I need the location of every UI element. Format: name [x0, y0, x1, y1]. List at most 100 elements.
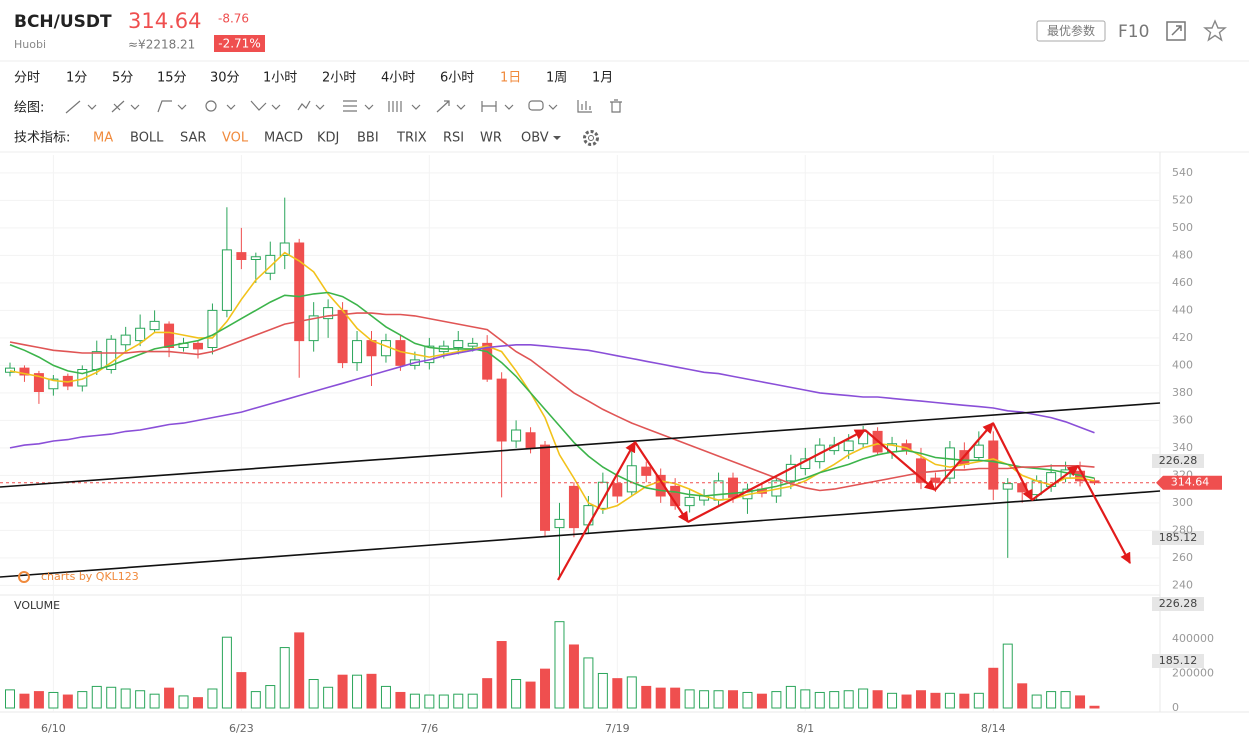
- volume-bar: [366, 673, 377, 709]
- volume-bar: [944, 692, 955, 709]
- volume-bar: [641, 685, 652, 709]
- side-badge: [1152, 597, 1204, 611]
- timeframe-tab[interactable]: 5分: [112, 71, 133, 86]
- volume-bar: [453, 693, 464, 709]
- ma-line: [9, 312, 1095, 492]
- timeframe-tab[interactable]: 6小时: [440, 71, 474, 86]
- timeframe-tab[interactable]: 1周: [546, 71, 567, 86]
- timeframe-tab[interactable]: 15分: [157, 71, 187, 86]
- volume-tick-label: 0: [1172, 701, 1179, 714]
- candle-body: [525, 432, 536, 449]
- indicator-tab[interactable]: RSI: [443, 131, 464, 146]
- candle-body: [279, 242, 290, 256]
- y-tick-label: 260: [1172, 551, 1193, 564]
- volume-bar: [887, 692, 898, 709]
- candle-body: [135, 327, 146, 342]
- indicator-tab[interactable]: MA: [93, 131, 113, 146]
- last-price-badge: [1156, 475, 1222, 490]
- volume-bar: [626, 676, 637, 709]
- timeframe-tab[interactable]: 1分: [66, 71, 87, 86]
- y-tick-label: 360: [1172, 413, 1193, 426]
- volume-bar: [337, 674, 348, 709]
- best-params-button[interactable]: [1036, 20, 1106, 42]
- ma-line: [9, 291, 1095, 497]
- volume-bar: [756, 693, 767, 709]
- candle-body: [482, 342, 493, 380]
- indicator-tab[interactable]: WR: [480, 131, 502, 146]
- candle-body: [207, 309, 218, 348]
- candle-body: [380, 340, 391, 357]
- symbol: BCH/USDT: [14, 12, 112, 32]
- y-tick-label: 520: [1172, 193, 1193, 206]
- volume-bar: [988, 667, 999, 709]
- more-dropdown[interactable]: [553, 136, 561, 140]
- candle-body: [453, 340, 464, 348]
- volume-bar: [120, 688, 131, 709]
- candle-body: [337, 309, 348, 364]
- indicator-tab[interactable]: BOLL: [130, 131, 164, 146]
- indicator-tab[interactable]: VOL: [222, 131, 249, 146]
- f10-button[interactable]: F10: [1118, 22, 1149, 42]
- volume-bar: [380, 685, 391, 709]
- volume-tick-label: 200000: [1172, 666, 1214, 679]
- volume-bar: [192, 697, 203, 709]
- volume-bar: [19, 693, 30, 709]
- indicator-tab[interactable]: MACD: [264, 131, 303, 146]
- volume-bar: [106, 686, 117, 709]
- volume-bar: [395, 691, 406, 709]
- indicator-tab[interactable]: KDJ: [317, 131, 339, 146]
- timeframe-tab[interactable]: 4小时: [381, 71, 415, 86]
- side-badge: [1152, 654, 1204, 668]
- volume-bar: [684, 689, 695, 709]
- volume-bar: [771, 691, 782, 709]
- volume-bar: [901, 694, 912, 709]
- volume-bar: [149, 693, 160, 709]
- y-tick-label: 460: [1172, 276, 1193, 289]
- volume-bar: [814, 691, 825, 709]
- indicator-tab[interactable]: SAR: [180, 131, 206, 146]
- candle-body: [91, 351, 102, 370]
- indicator-tab[interactable]: OBV: [521, 131, 549, 146]
- timeframe-tab[interactable]: 30分: [210, 71, 240, 86]
- expand-icon[interactable]: [1166, 21, 1186, 41]
- y-tick-label: 240: [1172, 578, 1193, 591]
- timeframe-tab[interactable]: 1日: [500, 71, 521, 86]
- x-tick-label: 6/10: [41, 722, 66, 735]
- volume-bar: [1060, 691, 1071, 709]
- candle-body: [540, 444, 551, 531]
- candle-body: [641, 466, 652, 476]
- volume-bar: [713, 690, 724, 709]
- candle-body: [149, 320, 160, 331]
- timeframe-tab[interactable]: 2小时: [322, 71, 356, 86]
- volume-bar: [554, 621, 565, 709]
- y-tick-label: 540: [1172, 166, 1193, 179]
- volume-bar: [409, 693, 420, 709]
- indicator-tab[interactable]: TRIX: [396, 131, 427, 146]
- timeframe-tab[interactable]: 分时: [14, 71, 40, 86]
- candle-body: [19, 367, 30, 376]
- candle-body: [192, 342, 203, 350]
- draw-tools[interactable]: [65, 99, 622, 114]
- candle-body: [164, 323, 175, 348]
- volume-bar: [728, 690, 738, 709]
- star-icon[interactable]: [1203, 19, 1227, 42]
- price-change: -8.76: [218, 12, 249, 26]
- settings-icon[interactable]: [583, 130, 599, 146]
- volume-bar: [5, 689, 15, 709]
- volume-bar: [48, 691, 59, 709]
- change-pct: -2.71%: [218, 37, 260, 51]
- last-price-label: 314.64: [1171, 476, 1210, 489]
- volume-bar: [221, 636, 232, 709]
- timeframe-tab[interactable]: 1月: [592, 71, 613, 86]
- timeframe-tab[interactable]: 1小时: [263, 71, 297, 86]
- side-label: 185.12: [1159, 654, 1198, 667]
- change-pct-badge: [214, 35, 265, 52]
- indicator-tab[interactable]: BBI: [357, 131, 379, 146]
- volume-bar: [1002, 643, 1013, 709]
- grid: [0, 155, 1160, 712]
- volume-bar: [496, 641, 507, 709]
- volume-bar: [670, 687, 681, 709]
- candle-body: [843, 440, 854, 452]
- side-label: 226.28: [1159, 454, 1198, 467]
